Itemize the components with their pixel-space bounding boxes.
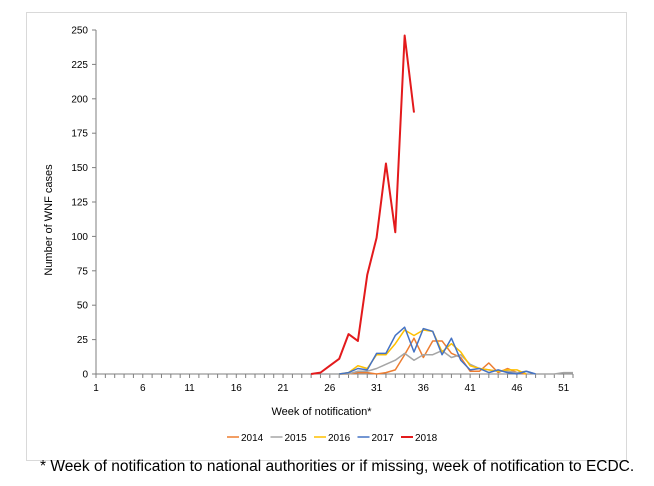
- y-tick-label: 0: [82, 370, 88, 381]
- y-tick-label: 175: [71, 129, 88, 140]
- y-tick-label: 200: [71, 94, 88, 105]
- y-tick-label: 75: [77, 266, 89, 277]
- legend-label-2017: 2017: [372, 433, 395, 444]
- y-tick-label: 125: [71, 198, 88, 209]
- x-tick-label: 21: [277, 383, 289, 394]
- x-tick-label: 1: [93, 383, 99, 394]
- legend-label-2014: 2014: [241, 433, 264, 444]
- series-line-2016: [339, 329, 527, 375]
- y-tick-label: 25: [77, 335, 89, 346]
- x-tick-label: 11: [184, 383, 195, 394]
- chart-footnote: * Week of notification to national autho…: [40, 458, 635, 475]
- x-tick-label: 41: [465, 383, 477, 394]
- y-axis-title: Number of WNF cases: [43, 164, 55, 276]
- x-tick-label: 31: [371, 383, 383, 394]
- series-line-2014: [339, 337, 527, 375]
- legend-label-2016: 2016: [328, 433, 351, 444]
- x-tick-label: 6: [140, 383, 146, 394]
- y-tick-label: 225: [71, 60, 88, 71]
- x-axis-title: Week of notification*: [271, 406, 372, 418]
- series-line-2015: [320, 349, 573, 375]
- legend-label-2015: 2015: [285, 433, 308, 444]
- y-tick-label: 50: [77, 301, 89, 312]
- y-tick-label: 150: [71, 163, 88, 174]
- x-tick-label: 36: [418, 383, 430, 394]
- x-tick-label: 46: [511, 383, 523, 394]
- series-line-2018: [310, 34, 415, 375]
- legend-label-2018: 2018: [415, 433, 438, 444]
- x-tick-label: 16: [231, 383, 243, 394]
- y-tick-label: 250: [71, 26, 88, 37]
- series-line-2017: [339, 326, 536, 375]
- chart-frame: 0 25 50 75 100 125 150 175 200 225 250 1 6 11 16 21 26 31…: [26, 12, 627, 461]
- x-tick-label: 26: [324, 383, 336, 394]
- y-tick-label: 100: [71, 232, 88, 243]
- x-tick-label: 51: [558, 383, 570, 394]
